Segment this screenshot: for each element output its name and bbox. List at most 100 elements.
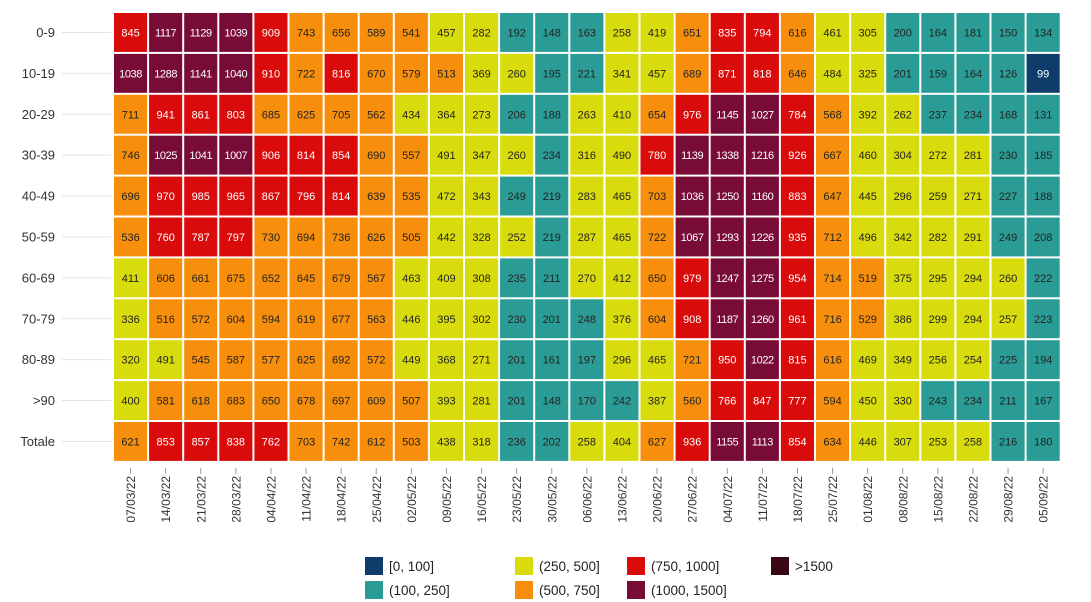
- heatmap-cell: [1026, 94, 1060, 134]
- cell-value-label: 697: [332, 396, 350, 408]
- cell-value-label: 536: [121, 232, 139, 244]
- heatmap-cell: [710, 94, 744, 134]
- heatmap-cell: [851, 217, 885, 257]
- heatmap-cell: [1026, 217, 1060, 257]
- heatmap-cell: [605, 340, 639, 380]
- heatmap-cell: [816, 176, 850, 216]
- cell-value-label: 692: [332, 355, 350, 367]
- cell-value-label: 677: [332, 314, 350, 326]
- heatmap-cell: [465, 340, 499, 380]
- cell-value-label: 926: [788, 150, 806, 162]
- heatmap-cell: [465, 13, 499, 52]
- cell-value-label: 712: [823, 232, 841, 244]
- row-label: 80-89: [22, 352, 55, 367]
- cell-value-label: 263: [578, 109, 596, 121]
- heatmap-cell: [535, 299, 569, 339]
- heatmap-cell: [289, 422, 323, 461]
- cell-value-label: 835: [718, 27, 736, 39]
- heatmap-cells: 845 1117 1129 1039 909 743 656 589 541 457 282 192 1…: [114, 13, 1060, 461]
- cell-value-label: 343: [472, 191, 490, 203]
- heatmap-cell: [570, 176, 604, 216]
- cell-value-label: 609: [367, 396, 385, 408]
- column-label: 25/04/22: [370, 476, 384, 523]
- cell-value-label: 742: [332, 436, 350, 448]
- cell-value-label: 387: [648, 396, 666, 408]
- column-label: 11/07/22: [756, 476, 770, 522]
- legend-swatch: [627, 557, 645, 575]
- heatmap-cell: [780, 258, 814, 298]
- heatmap-cell: [149, 381, 183, 420]
- cell-value-label: 604: [227, 314, 245, 326]
- column-label: 01/08/22: [861, 476, 875, 523]
- heatmap-cell: [816, 217, 850, 257]
- heatmap-cell: [1026, 53, 1060, 93]
- cell-value-label: 871: [718, 68, 736, 80]
- heatmap-cell: [956, 217, 990, 257]
- cell-value-label: 168: [999, 109, 1017, 121]
- heatmap-cell: [535, 422, 569, 461]
- heatmap-cell: [535, 217, 569, 257]
- legend-swatch: [515, 557, 533, 575]
- column-label: 04/07/22: [721, 476, 735, 523]
- cell-value-label: 222: [1034, 273, 1052, 285]
- cell-value-label: 941: [156, 109, 174, 121]
- heatmap-cell: [991, 381, 1025, 420]
- cell-value-label: 853: [156, 436, 174, 448]
- heatmap-cell: [956, 299, 990, 339]
- heatmap-cell: [324, 94, 358, 134]
- heatmap-cell: [324, 135, 358, 175]
- cell-value-label: 652: [262, 273, 280, 285]
- cell-value-label: 294: [964, 314, 982, 326]
- cell-value-label: 703: [648, 191, 666, 203]
- cell-value-label: 678: [297, 396, 315, 408]
- cell-value-label: 393: [437, 396, 455, 408]
- heatmap-cell: [605, 422, 639, 461]
- cell-value-label: 505: [402, 232, 420, 244]
- row-label: >90: [33, 393, 55, 408]
- heatmap-cell: [605, 217, 639, 257]
- cell-value-label: 461: [823, 27, 841, 39]
- column-label: 08/08/22: [896, 476, 910, 523]
- heatmap-cell: [254, 135, 288, 175]
- cell-value-label: 202: [543, 436, 561, 448]
- heatmap-cell: [640, 217, 674, 257]
- cell-value-label: 404: [613, 436, 631, 448]
- heatmap-cell: [780, 13, 814, 52]
- heatmap-cell: [465, 135, 499, 175]
- cell-value-label: 305: [858, 27, 876, 39]
- heatmap-cell: [500, 53, 534, 93]
- heatmap-cell: [219, 217, 253, 257]
- heatmap-cell: [816, 94, 850, 134]
- heatmap-cell: [710, 381, 744, 420]
- heatmap-cell: [570, 94, 604, 134]
- cell-value-label: 342: [894, 232, 912, 244]
- cell-value-label: 258: [578, 436, 596, 448]
- cell-value-label: 703: [297, 436, 315, 448]
- cell-value-label: 722: [648, 232, 666, 244]
- heatmap-cell: [254, 94, 288, 134]
- heatmap-cell: [991, 299, 1025, 339]
- cell-value-label: 272: [929, 150, 947, 162]
- cell-value-label: 625: [297, 355, 315, 367]
- cell-value-label: 496: [858, 232, 876, 244]
- cell-value-label: 646: [788, 68, 806, 80]
- heatmap-cell: [816, 53, 850, 93]
- cell-value-label: 249: [507, 191, 525, 203]
- cell-value-label: 341: [613, 68, 631, 80]
- cell-value-label: 446: [858, 436, 876, 448]
- heatmap-cell: [114, 217, 148, 257]
- heatmap-cell: [921, 94, 955, 134]
- cell-value-label: 572: [192, 314, 210, 326]
- heatmap-cell: [851, 13, 885, 52]
- heatmap-cell: [851, 135, 885, 175]
- heatmap-cell: [114, 13, 148, 52]
- cell-value-label: 670: [367, 68, 385, 80]
- cell-value-label: 299: [929, 314, 947, 326]
- heatmap-cell: [359, 135, 393, 175]
- heatmap-cell: [921, 422, 955, 461]
- cell-value-label: 705: [332, 109, 350, 121]
- heatmap-cell: [219, 53, 253, 93]
- heatmap-cell: [745, 53, 779, 93]
- cell-value-label: 780: [648, 150, 666, 162]
- heatmap-cell: [289, 299, 323, 339]
